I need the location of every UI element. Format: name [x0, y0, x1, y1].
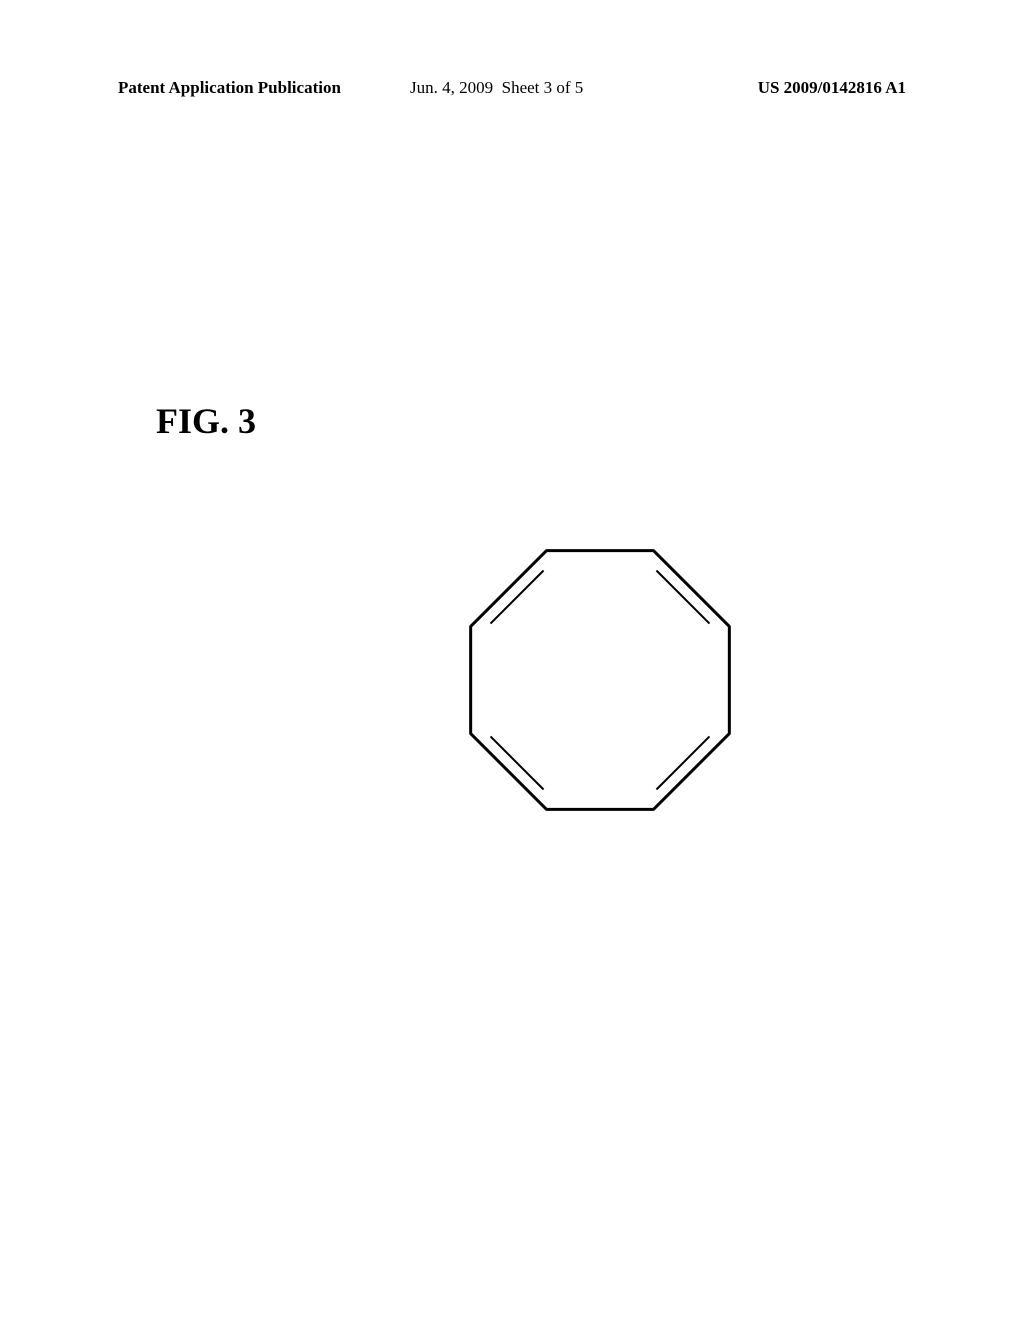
publication-date: Jun. 4, 2009 [410, 78, 493, 97]
publication-number: US 2009/0142816 A1 [758, 78, 906, 98]
publication-type: Patent Application Publication [118, 78, 341, 98]
date-sheet: Jun. 4, 2009 Sheet 3 of 5 [410, 78, 583, 98]
sheet-number: Sheet 3 of 5 [502, 78, 584, 97]
page-header: Patent Application Publication Jun. 4, 2… [0, 78, 1024, 98]
chemical-structure-diagram [455, 535, 745, 830]
figure-label: FIG. 3 [156, 400, 256, 442]
